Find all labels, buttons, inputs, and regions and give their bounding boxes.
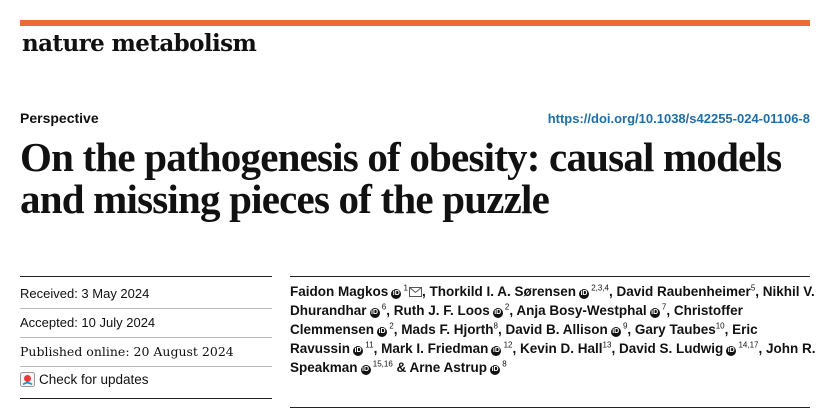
divider-dates-1 [20, 308, 272, 309]
affiliation-marker: 14,17 [736, 340, 759, 350]
affiliation-marker: 2 [502, 302, 510, 312]
affiliation-marker: 2 [387, 321, 394, 331]
divider-dates-2 [20, 337, 272, 338]
affiliation-marker: 8 [500, 359, 507, 369]
author-name[interactable]: Thorkild I. A. Sørensen [429, 284, 576, 299]
author-name[interactable]: Eric Ravussin [290, 322, 758, 356]
divider-left-bottom [20, 398, 272, 399]
orcid-icon[interactable]: iD [491, 346, 502, 356]
affiliation-marker: 12 [501, 340, 513, 350]
divider-left-top [20, 276, 272, 277]
orcid-icon[interactable]: iD [649, 308, 660, 318]
orcid-icon[interactable]: iD [353, 346, 364, 356]
article-type: Perspective [20, 110, 99, 126]
author-name[interactable]: David B. Allison [505, 322, 608, 337]
orcid-icon[interactable]: iD [490, 365, 501, 375]
author-name[interactable]: David S. Ludwig [618, 341, 724, 356]
affiliation-marker: 7 [659, 302, 667, 312]
author-name[interactable]: David Raubenheimer [616, 284, 751, 299]
author-list: Faidon Magkos iD 1, Thorkild I. A. Sørens… [290, 283, 816, 375]
divider-right-bottom [290, 407, 810, 408]
affiliation-marker: 1 [401, 283, 408, 293]
author-name[interactable]: Arne Astrup [409, 360, 488, 375]
author-name[interactable]: Gary Taubes [634, 322, 716, 337]
author-name[interactable]: Christoffer Clemmensen [290, 303, 743, 337]
orcid-icon[interactable]: iD [492, 308, 503, 318]
article-title: On the pathogenesis of obesity: causal m… [20, 134, 782, 222]
top-accent-bar [20, 20, 810, 26]
affiliation-marker: 9 [620, 321, 628, 331]
orcid-icon[interactable]: iD [360, 365, 371, 375]
journal-name: nature metabolism [22, 30, 257, 57]
published-date: Published online: 20 August 2024 [20, 344, 234, 359]
divider-right-top [290, 276, 810, 277]
orcid-icon[interactable]: iD [369, 308, 380, 318]
envelope-icon[interactable] [408, 287, 422, 297]
orcid-icon[interactable]: iD [578, 289, 589, 299]
affiliation-marker: 13 [602, 340, 612, 350]
divider-dates-3 [20, 366, 272, 367]
check-updates-icon [20, 372, 35, 387]
affiliation-marker: 10 [715, 321, 725, 331]
affiliation-marker: 11 [363, 340, 374, 350]
check-updates-label: Check for updates [39, 372, 149, 387]
orcid-icon[interactable]: iD [377, 327, 388, 337]
author-name[interactable]: Mark I. Friedman [381, 341, 489, 356]
author-name[interactable]: Kevin D. Hall [520, 341, 603, 356]
author-name[interactable]: Ruth J. F. Loos [393, 303, 490, 318]
orcid-icon[interactable]: iD [610, 327, 621, 337]
affiliation-marker: 2,3,4 [588, 283, 609, 293]
author-name[interactable]: Faidon Magkos [290, 284, 389, 299]
check-for-updates-button[interactable]: Check for updates [20, 372, 149, 387]
affiliation-marker: 15,16 [370, 359, 393, 369]
affiliation-marker: 5 [750, 283, 756, 293]
author-name[interactable]: Nikhil V. Dhurandhar [290, 284, 815, 318]
author-name[interactable]: Mads F. Hjorth [401, 322, 494, 337]
received-date: Received: 3 May 2024 [20, 286, 150, 301]
affiliation-marker: 6 [379, 302, 387, 312]
accepted-date: Accepted: 10 July 2024 [20, 315, 156, 330]
author-name[interactable]: John R. Speakman [290, 341, 816, 375]
author-name[interactable]: Anja Bosy-Westphal [516, 303, 647, 318]
affiliation-marker: 8 [493, 321, 498, 331]
orcid-icon[interactable]: iD [391, 289, 402, 299]
doi-link[interactable]: https://doi.org/10.1038/s42255-024-01106… [547, 111, 810, 126]
orcid-icon[interactable]: iD [726, 346, 737, 356]
